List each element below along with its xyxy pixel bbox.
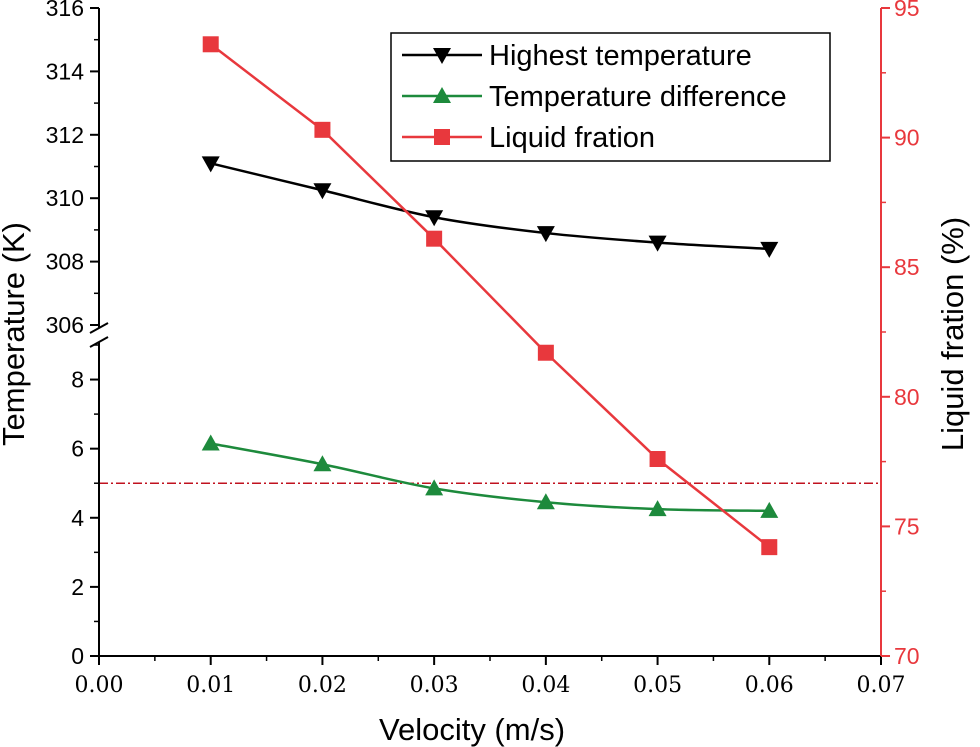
legend-marker-highest-temperature — [433, 48, 451, 64]
left-tick-label: 312 — [46, 122, 84, 148]
liquid-fration-point — [537, 344, 554, 361]
legend-marker-liquid-fration — [434, 129, 450, 145]
left-tick-label: 2 — [71, 574, 84, 600]
x-tick-label: 0.02 — [298, 673, 347, 698]
x-tick-label: 0.04 — [521, 673, 570, 698]
right-tick-label: 80 — [894, 384, 920, 410]
axes — [89, 7, 890, 665]
legend-label-liquid-fration: Liquid fration — [489, 122, 655, 154]
liquid-fration-line — [209, 43, 771, 549]
x-tick-label: 0.05 — [633, 673, 682, 698]
x-tick-label: 0.00 — [75, 673, 124, 698]
highest-temperature-point — [313, 183, 332, 200]
temperature-difference-point — [425, 479, 444, 496]
x-tick-label: 0.07 — [857, 673, 906, 698]
axis-break-mark — [89, 336, 109, 348]
x-axis-title: Velocity (m/s) — [379, 712, 565, 747]
right-tick-label: 95 — [894, 0, 920, 21]
right-tick-label: 75 — [894, 513, 920, 539]
left-tick-label: 314 — [46, 58, 85, 84]
temperature-difference-point — [313, 455, 332, 472]
legend-label-temperature-difference: Temperature difference — [489, 81, 787, 113]
left-tick-label: 308 — [46, 249, 84, 275]
left-tick-label: 310 — [46, 185, 84, 211]
temperature-difference-line — [210, 442, 770, 513]
axis-break-mark — [89, 322, 109, 334]
tick-labels: 0.00 0.01 0.02 0.03 0.04 0.05 0.06 0.07 306 308 31… — [46, 0, 920, 698]
x-tick-label: 0.06 — [745, 673, 794, 698]
highest-temperature-point — [425, 210, 444, 227]
liquid-fration-point — [761, 539, 778, 556]
right-tick-label: 70 — [894, 643, 920, 669]
right-tick-label: 90 — [894, 125, 920, 151]
liquid-fration-point — [426, 230, 443, 247]
left-tick-label: 4 — [71, 505, 84, 531]
temperature-difference-point — [648, 500, 667, 517]
left-tick-label: 316 — [46, 0, 84, 21]
temperature-difference-point — [201, 434, 220, 451]
temperature-difference-point — [760, 501, 779, 518]
highest-temperature-line — [210, 162, 770, 251]
x-tick-label: 0.01 — [186, 673, 235, 698]
legend-marker-temperature-difference — [433, 87, 451, 103]
temperature-difference-point — [536, 493, 555, 510]
left-tick-label: 306 — [46, 312, 84, 338]
series-layer — [201, 36, 779, 556]
liquid-fration-point — [202, 36, 219, 53]
x-tick-label: 0.03 — [410, 673, 459, 698]
left-tick-label: 8 — [71, 367, 84, 393]
liquid-fration-point — [314, 121, 331, 138]
left-axis-title: Temperature (K) — [0, 222, 31, 446]
right-axis-title: Liquid fration (%) — [935, 217, 970, 451]
highest-temperature-point — [201, 156, 220, 173]
left-tick-label: 0 — [71, 643, 84, 669]
legend-label-highest-temperature: Highest temperature — [489, 40, 752, 72]
highest-temperature-point — [648, 235, 667, 252]
left-tick-label: 6 — [71, 436, 84, 462]
liquid-fration-point — [649, 451, 666, 468]
legend: Highest temperature Temperature differenc… — [390, 32, 831, 162]
right-tick-label: 85 — [894, 254, 920, 280]
highest-temperature-point — [536, 226, 555, 243]
highest-temperature-point — [760, 241, 779, 258]
